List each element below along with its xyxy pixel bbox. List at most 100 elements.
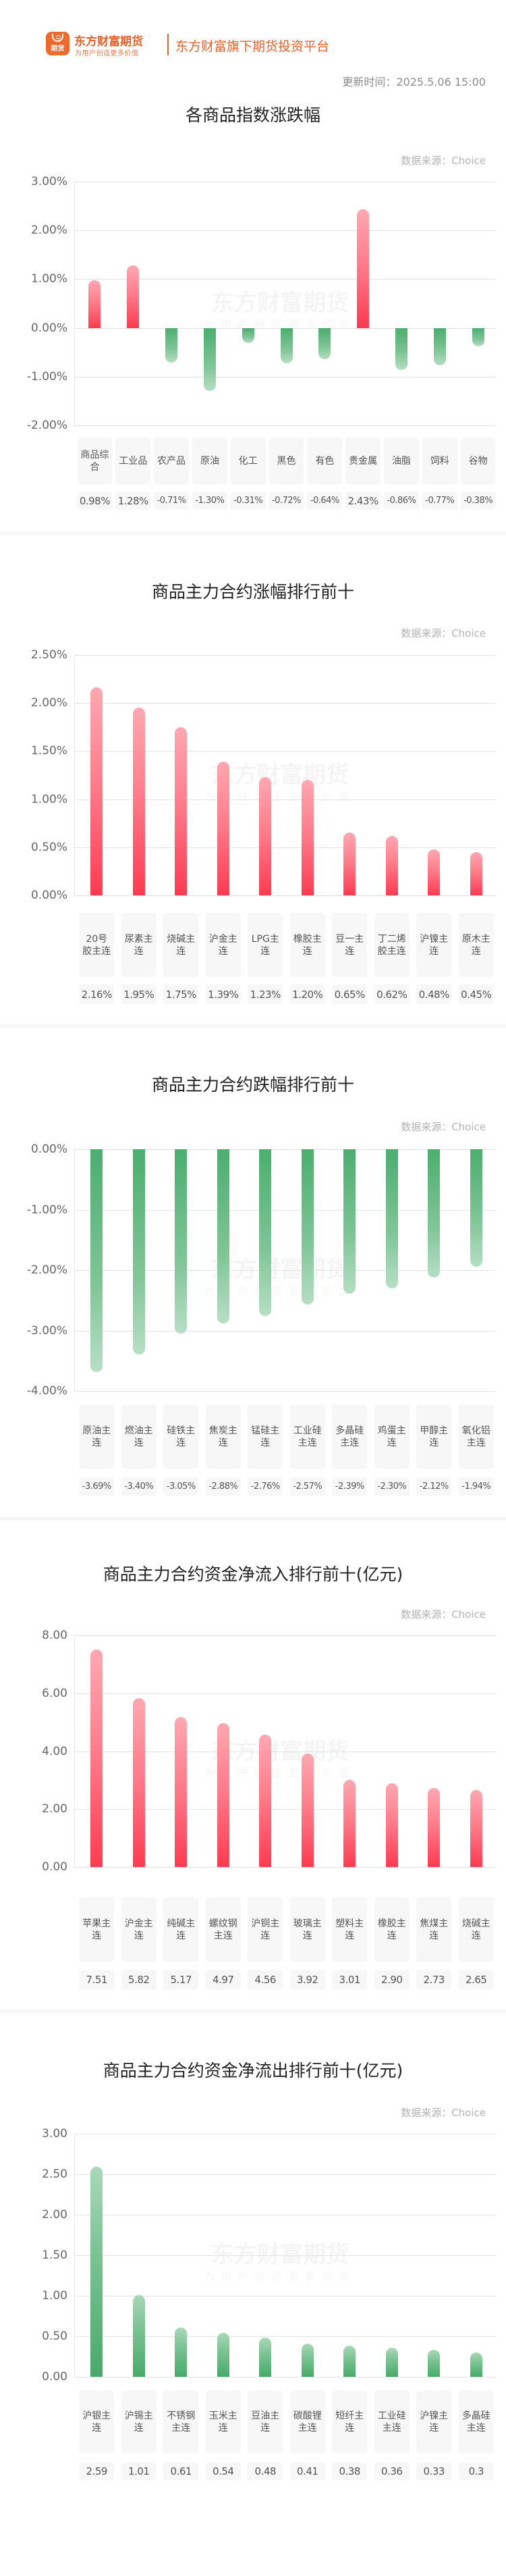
category-label: 多晶硅主连 [332, 1404, 368, 1469]
category-label: 商品综合 [77, 438, 113, 484]
gridline [74, 1149, 496, 1150]
category-label: 短纤主连 [332, 2390, 368, 2453]
category-label: 沪镍主连 [416, 2390, 452, 2453]
section-title: 各商品指数涨跌幅 [185, 105, 320, 125]
category-label: 沪镍主连 [416, 913, 452, 977]
bar [385, 835, 398, 895]
section-title: 商品主力合约资金净流出排行前十(亿元) [103, 2061, 403, 2080]
value-label: 3.92 [289, 1970, 325, 1990]
category-label: 沪铜主连 [248, 1897, 283, 1962]
value-label: 2.43% [345, 492, 381, 510]
value-label: -2.76% [248, 1477, 283, 1496]
value-label: 1.95% [121, 984, 157, 1004]
category-label: 尿素主连 [121, 913, 157, 977]
bar [343, 1149, 356, 1294]
bar [343, 833, 356, 895]
bar [217, 1149, 229, 1323]
category-label: 贵金属 [345, 438, 381, 484]
section-divider [0, 2009, 506, 2013]
bar [90, 687, 103, 895]
watermark-brand: 东方财富期货 [202, 2236, 358, 2269]
gridline [74, 2336, 496, 2337]
gridline [74, 895, 496, 896]
category-label: 焦炭主连 [205, 1404, 241, 1469]
bar [259, 1149, 272, 1317]
gridline [74, 1693, 496, 1694]
value-label: -0.31% [230, 492, 266, 510]
value-label: -0.77% [422, 492, 457, 510]
section-divider [0, 532, 506, 535]
value-label: -2.57% [289, 1477, 325, 1496]
gridline [74, 1330, 496, 1332]
category-label: 甲醇主连 [416, 1404, 452, 1469]
value-label: 2.59 [79, 2463, 115, 2480]
gridline [74, 1809, 496, 1810]
value-label: 0.48% [416, 984, 452, 1004]
category-label: 纯碱主连 [163, 1897, 199, 1962]
bar [343, 2346, 356, 2377]
y-tick-label: 2.50% [30, 648, 67, 662]
y-tick-label: 2.00 [42, 2208, 67, 2222]
category-label: 玉米主连 [205, 2390, 241, 2453]
bar [428, 849, 441, 895]
y-tick-label: 0.00% [30, 889, 67, 902]
bar [132, 1149, 145, 1355]
y-tick-label: 1.00% [30, 272, 67, 286]
bar [175, 727, 188, 895]
category-label: 黑色 [269, 438, 304, 484]
bar [385, 1783, 398, 1867]
y-tick-label: 1.00% [30, 792, 67, 806]
value-label: 0.33 [416, 2463, 452, 2480]
category-label: 有色 [307, 438, 343, 484]
category-label: 碳酸锂主连 [289, 2390, 325, 2453]
bar [127, 265, 140, 328]
bar [470, 851, 482, 895]
category-label: 豆油主连 [248, 2390, 283, 2453]
category-label: 不锈钢主连 [163, 2390, 199, 2453]
value-label: -0.71% [154, 492, 189, 510]
value-label: -1.30% [192, 492, 227, 510]
y-tick-label: 0.50% [30, 840, 67, 854]
update-time: 更新时间：2025.5.06 15:00 [342, 76, 486, 88]
bar [428, 1787, 441, 1867]
section-divider [0, 1024, 506, 1028]
category-label: 农产品 [154, 438, 189, 484]
bar [165, 327, 178, 363]
bar [132, 708, 145, 895]
category-label: 谷物 [460, 438, 496, 484]
section-title: 商品主力合约涨幅排行前十 [151, 582, 354, 602]
gridline [74, 655, 496, 656]
bar [217, 1723, 229, 1867]
value-label: -2.30% [374, 1477, 410, 1496]
value-label: 1.23% [248, 984, 283, 1004]
value-label: 2.90 [374, 1970, 410, 1990]
y-axis-line [74, 655, 75, 895]
y-tick-label: 0.00% [30, 321, 67, 335]
bar [343, 1779, 356, 1867]
bar [217, 2333, 229, 2377]
brand-separator [167, 34, 169, 55]
value-label: 4.56 [248, 1970, 283, 1990]
value-label: 0.48 [248, 2463, 283, 2480]
y-tick-label: -1.00% [26, 1203, 67, 1217]
value-label: -2.12% [416, 1477, 452, 1496]
value-label: 7.51 [79, 1970, 115, 1990]
value-label: 3.01 [332, 1970, 368, 1990]
bar [259, 1735, 272, 1867]
value-label: 1.39% [205, 984, 241, 1004]
category-label: 沪银主连 [79, 2390, 115, 2453]
y-tick-label: 0.00% [30, 1142, 67, 1156]
logo-tag: 期货 [51, 45, 65, 53]
value-label: -0.72% [269, 492, 304, 510]
y-tick-label: 1.00 [42, 2289, 67, 2303]
value-label: -0.64% [307, 492, 343, 510]
category-label: 塑料主连 [332, 1897, 368, 1962]
value-label: 1.20% [289, 984, 325, 1004]
y-tick-label: -2.00% [26, 1263, 67, 1277]
category-label: 原油 [192, 438, 227, 484]
y-tick-label: 2.00% [30, 224, 67, 238]
bar [132, 2294, 145, 2377]
watermark-slogan: 为用户创造更多价值 [202, 2269, 358, 2283]
y-tick-label: 0.00 [42, 2370, 67, 2384]
